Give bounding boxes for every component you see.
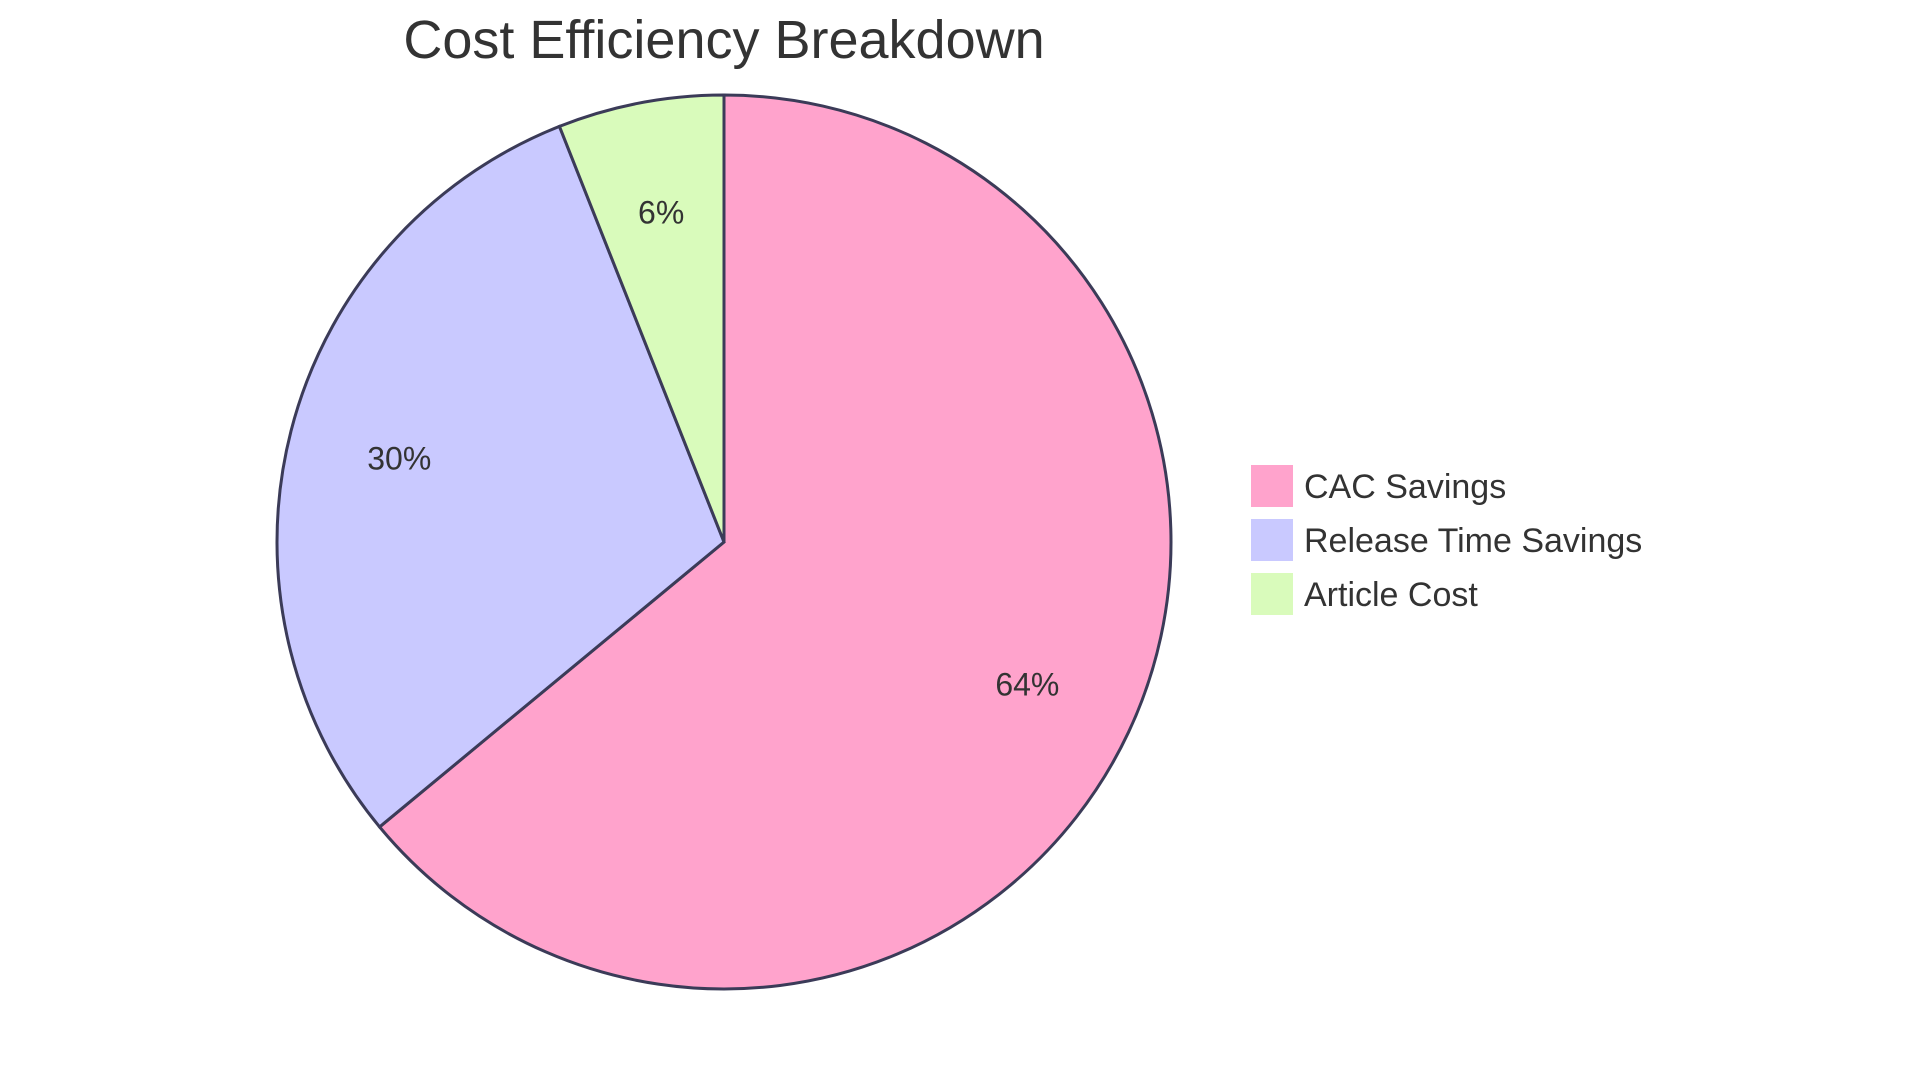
slice-label-release-time-savings: 30% (367, 441, 431, 477)
slice-label-article-cost: 6% (638, 195, 684, 231)
pie-slice-release-time-savings (275, 124, 726, 830)
legend-label-cac-savings: CAC Savings (1304, 468, 1506, 506)
legend-label-release-time-savings: Release Time Savings (1304, 522, 1642, 560)
slice-labels: 64% 30% 6% (367, 195, 1059, 703)
pie-slice-cac-savings (377, 93, 1173, 991)
pie-slice-article-cost (557, 93, 726, 543)
legend-swatch-release-time-savings (1249, 517, 1295, 563)
slice-label-cac-savings: 64% (995, 667, 1059, 703)
legend-swatch-cac-savings (1249, 463, 1295, 509)
legend-label-article-cost: Article Cost (1304, 576, 1478, 614)
legend-swatch-article-cost (1249, 571, 1295, 617)
chart-title: Cost Efficiency Breakdown (403, 10, 1044, 70)
pie-slices (275, 93, 1173, 991)
legend: CAC Savings Release Time Savings Article C… (1249, 463, 1642, 617)
